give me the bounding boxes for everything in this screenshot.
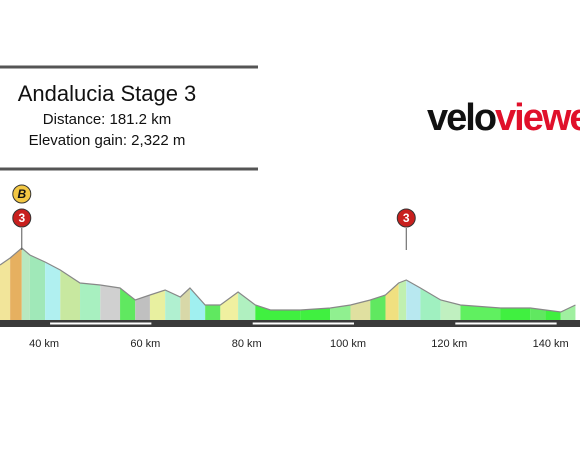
gradient-segment (165, 290, 181, 320)
elevation-gain: Elevation gain: 2,322 m (29, 132, 186, 149)
gradient-segment (398, 280, 407, 320)
gradient-segment (10, 248, 22, 320)
gradient-segment (120, 288, 136, 320)
gradient-segment (406, 280, 421, 320)
climb-badge (396, 208, 416, 228)
x-tick-label: 60 km (130, 338, 160, 350)
gradient-segment (560, 305, 576, 320)
gradient-segment (220, 292, 239, 320)
gradient-segment (350, 300, 371, 320)
sprint-label: B (17, 187, 26, 201)
gradient-segment (420, 288, 441, 320)
logo-viewer: viewer (495, 97, 580, 139)
gradient-segment (530, 308, 546, 320)
gradient-segment (29, 255, 46, 320)
gradient-segment (180, 288, 190, 320)
gradient-segment (545, 310, 561, 320)
gradient-segment (300, 308, 331, 320)
x-tick-label: 120 km (431, 338, 467, 350)
sprint-badge (12, 184, 32, 204)
gradient-segment (440, 300, 461, 320)
gradient-segment (100, 285, 121, 320)
climb-category: 3 (403, 211, 410, 225)
gradient-segment (80, 283, 101, 320)
gradient-segment (60, 270, 81, 320)
gradient-segment (0, 258, 11, 320)
gradient-segment (21, 248, 30, 320)
x-tick-label: 80 km (232, 338, 262, 350)
gradient-segment (500, 308, 531, 320)
gradient-segment (135, 295, 150, 320)
logo: veloviewer (427, 97, 580, 139)
gradient-segment (189, 288, 206, 320)
gradient-segment (370, 295, 386, 320)
gradient-segment (270, 310, 301, 320)
profile-outline (0, 247, 576, 313)
climb-category: 3 (18, 211, 25, 225)
gradient-segment (205, 305, 221, 320)
gradient-segment (45, 262, 61, 320)
gradient-segment (238, 292, 256, 320)
gradient-segment (460, 305, 501, 320)
x-tick-label: 140 km (533, 338, 569, 350)
gradient-segment (149, 290, 166, 320)
x-tick-label: 40 km (29, 338, 59, 350)
distance: Distance: 181.2 km (43, 111, 171, 128)
title: Andalucia Stage 3 (18, 81, 197, 106)
climb-badge (12, 208, 32, 228)
x-tick-label: 100 km (330, 338, 366, 350)
logo-velo: velo (427, 97, 496, 139)
gradient-segment (330, 305, 351, 320)
